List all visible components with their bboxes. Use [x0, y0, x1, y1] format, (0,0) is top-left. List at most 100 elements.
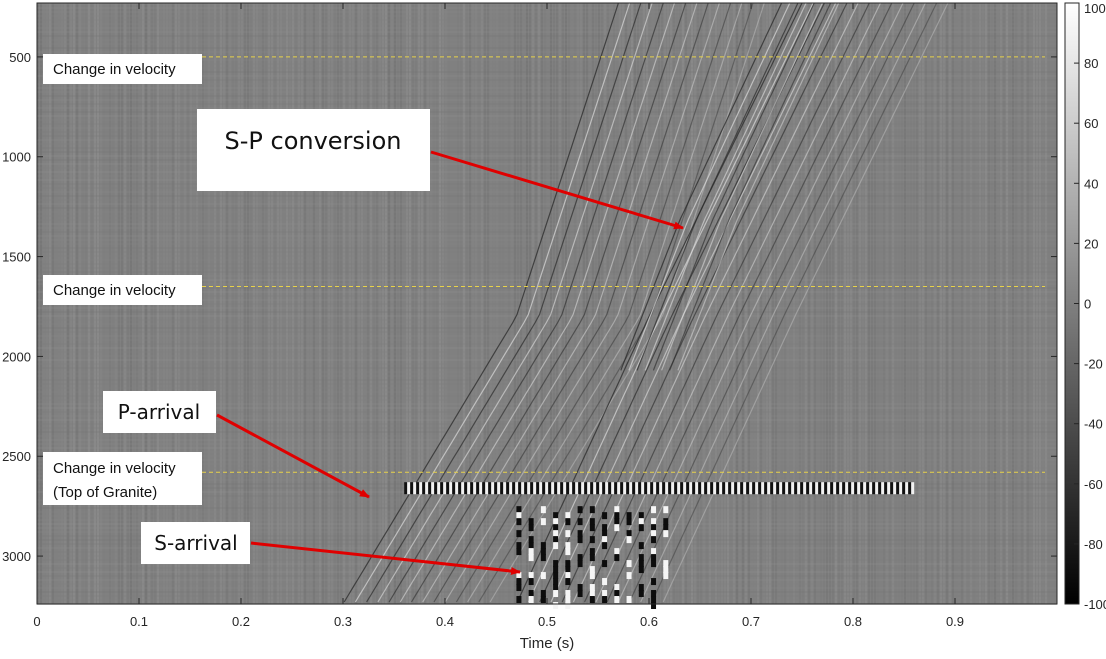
granite-reflection-cell	[470, 482, 474, 495]
noise-column	[973, 3, 975, 604]
noise-column	[715, 3, 717, 604]
noise-column	[406, 3, 408, 604]
noise-row	[37, 271, 1057, 273]
noise-column	[922, 3, 924, 604]
noise-column	[238, 3, 240, 604]
energy-cell	[553, 536, 559, 544]
granite-reflection-cell	[737, 482, 741, 495]
energy-cell	[614, 524, 620, 532]
energy-cell	[577, 530, 583, 538]
granite-reflection-cell	[674, 482, 678, 495]
noise-column	[481, 3, 483, 604]
granite-reflection-cell	[416, 482, 420, 495]
noise-row	[37, 159, 1057, 161]
noise-row	[37, 299, 1057, 301]
noise-row	[37, 575, 1057, 577]
granite-reflection-cell	[710, 482, 714, 495]
noise-row	[37, 263, 1057, 265]
noise-row	[37, 95, 1057, 97]
noise-column	[1012, 3, 1014, 604]
noise-row	[37, 15, 1057, 17]
energy-cell	[540, 554, 546, 562]
granite-reflection-cell	[722, 482, 726, 495]
x-tick-label: 0.4	[436, 614, 454, 629]
noise-column	[844, 3, 846, 604]
noise-column	[661, 3, 663, 604]
colorbar-tick-label: 20	[1084, 236, 1098, 251]
noise-column	[37, 3, 39, 604]
noise-column	[424, 3, 426, 604]
energy-cell	[553, 578, 559, 586]
noise-row	[37, 231, 1057, 233]
velocity-label-box-2	[43, 275, 202, 305]
seismic-section	[36, 2, 1058, 610]
granite-reflection-cell	[530, 482, 534, 495]
granite-reflection-cell	[707, 482, 711, 495]
noise-row	[37, 375, 1057, 377]
noise-column	[478, 3, 480, 604]
granite-reflection-cell	[713, 482, 717, 495]
noise-row	[37, 579, 1057, 581]
noise-row	[37, 115, 1057, 117]
noise-column	[919, 3, 921, 604]
noise-column	[811, 3, 813, 604]
noise-column	[466, 3, 468, 604]
noise-row	[37, 411, 1057, 413]
granite-reflection-cell	[596, 482, 600, 495]
colorbar-tick-label: -100	[1084, 597, 1106, 612]
energy-cell	[577, 584, 583, 592]
noise-row	[37, 215, 1057, 217]
energy-cell	[663, 560, 669, 568]
noise-column	[991, 3, 993, 604]
noise-column	[940, 3, 942, 604]
noise-row	[37, 443, 1057, 445]
granite-reflection-cell	[716, 482, 720, 495]
energy-cell	[565, 518, 571, 526]
noise-row	[37, 367, 1057, 369]
energy-cell	[626, 596, 632, 604]
granite-reflection-cell	[755, 482, 759, 495]
noise-column	[868, 3, 870, 604]
noise-column	[403, 3, 405, 604]
p-arrival-arrow	[216, 413, 370, 499]
wavefront-line	[662, 2, 949, 603]
noise-row	[37, 415, 1057, 417]
noise-column	[514, 3, 516, 604]
granite-reflection-cell	[485, 482, 489, 495]
noise-column	[319, 3, 321, 604]
granite-reflection-cell	[434, 482, 438, 495]
energy-cell	[614, 554, 620, 562]
energy-cell	[651, 524, 657, 532]
noise-column	[586, 3, 588, 604]
noise-row	[37, 251, 1057, 253]
energy-cell	[528, 578, 534, 586]
noise-column	[1036, 3, 1038, 604]
noise-column	[550, 3, 552, 604]
noise-row	[37, 123, 1057, 125]
noise-column	[739, 3, 741, 604]
energy-cell	[589, 554, 595, 562]
energy-cell	[577, 590, 583, 598]
energy-cell	[565, 530, 571, 538]
granite-reflection-cell	[602, 482, 606, 495]
noise-column	[1018, 3, 1020, 604]
noise-column	[439, 3, 441, 604]
granite-reflection-cell	[752, 482, 756, 495]
noise-row	[37, 199, 1057, 201]
noise-column	[436, 3, 438, 604]
noise-column	[877, 3, 879, 604]
noise-row	[37, 235, 1057, 237]
noise-row	[37, 151, 1057, 153]
noise-row	[37, 119, 1057, 121]
noise-row	[37, 571, 1057, 573]
energy-cell	[638, 566, 644, 574]
granite-reflection-cell	[512, 482, 516, 495]
energy-cell	[602, 524, 608, 532]
energy-cell	[553, 518, 559, 526]
wavefront-line	[388, 2, 664, 603]
energy-cell	[553, 524, 559, 532]
noise-column	[787, 3, 789, 604]
noise-row	[37, 111, 1057, 113]
noise-row	[37, 391, 1057, 393]
granite-reflection-cell	[509, 482, 513, 495]
